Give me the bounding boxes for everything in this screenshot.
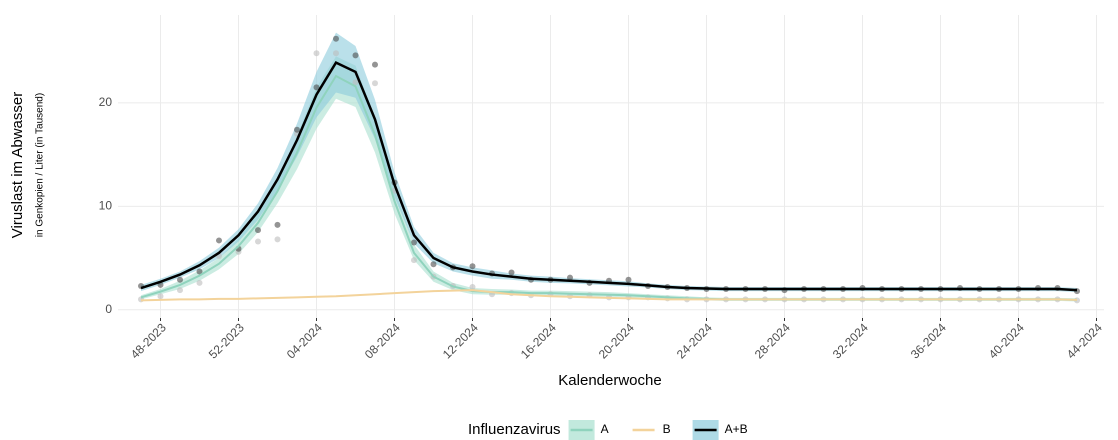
- y-tick-label: 10: [99, 198, 113, 212]
- legend: Influenzavirus A B A+B: [468, 420, 748, 440]
- x-tick-label: 20-2024: [596, 320, 637, 361]
- x-tick-label: 40-2024: [986, 320, 1027, 361]
- observed-point: [352, 79, 359, 86]
- observed-point: [430, 261, 437, 268]
- legend-label: B: [663, 422, 671, 436]
- x-tick-label: 12-2024: [440, 320, 481, 361]
- x-tick-label: 48-2023: [128, 320, 169, 361]
- observed-point: [255, 238, 261, 245]
- observed-point: [313, 84, 320, 91]
- x-tick-label: 24-2024: [674, 320, 715, 361]
- observed-point: [469, 263, 476, 270]
- legend-title: Influenzavirus: [468, 421, 561, 438]
- y-axis-title: Viruslast im Abwasser: [9, 92, 26, 238]
- observed-point: [196, 268, 203, 275]
- confidence-band: [141, 32, 1077, 293]
- x-tick-label: 16-2024: [518, 320, 559, 361]
- x-tick-label: 32-2024: [830, 320, 871, 361]
- observed-point: [196, 279, 203, 286]
- observed-point: [274, 236, 281, 243]
- observed-point: [274, 221, 281, 228]
- x-tick-label: 08-2024: [362, 320, 403, 361]
- observed-point: [294, 126, 300, 133]
- plot-area: 0 10 20 48-2023 52-2023 04-2024 08-2024 12-2024…: [99, 15, 1105, 362]
- observed-point: [157, 293, 164, 300]
- observed-point: [625, 276, 632, 283]
- observed-point: [216, 237, 222, 244]
- observed-point: [372, 80, 378, 87]
- y-axis-subtitle: in Genkopien / Liter (in Tausend): [35, 93, 46, 237]
- observed-point: [411, 257, 417, 264]
- observed-point: [508, 269, 515, 276]
- observed-point: [567, 274, 573, 281]
- y-tick-label: 20: [99, 95, 113, 109]
- observed-point: [411, 239, 417, 246]
- observed-point: [372, 61, 378, 68]
- x-axis-title: Kalenderwoche: [558, 372, 661, 389]
- legend-label: A+B: [725, 422, 748, 436]
- observed-point: [177, 276, 183, 283]
- observed-point: [333, 35, 339, 42]
- observed-point: [255, 227, 261, 234]
- x-tick-label: 44-2024: [1064, 320, 1105, 361]
- observed-point: [333, 50, 339, 57]
- x-tick-label: 04-2024: [284, 320, 325, 361]
- observed-point: [469, 283, 476, 290]
- observed-point: [313, 50, 320, 57]
- observed-point: [352, 52, 359, 59]
- y-tick-label: 0: [105, 302, 112, 316]
- series-line: [140, 289, 1078, 302]
- series-line: [140, 60, 1078, 292]
- x-tick-label: 36-2024: [908, 320, 949, 361]
- legend-label: A: [601, 422, 609, 436]
- x-tick-label: 28-2024: [752, 320, 793, 361]
- observed-point: [177, 287, 183, 294]
- x-tick-label: 52-2023: [206, 320, 247, 361]
